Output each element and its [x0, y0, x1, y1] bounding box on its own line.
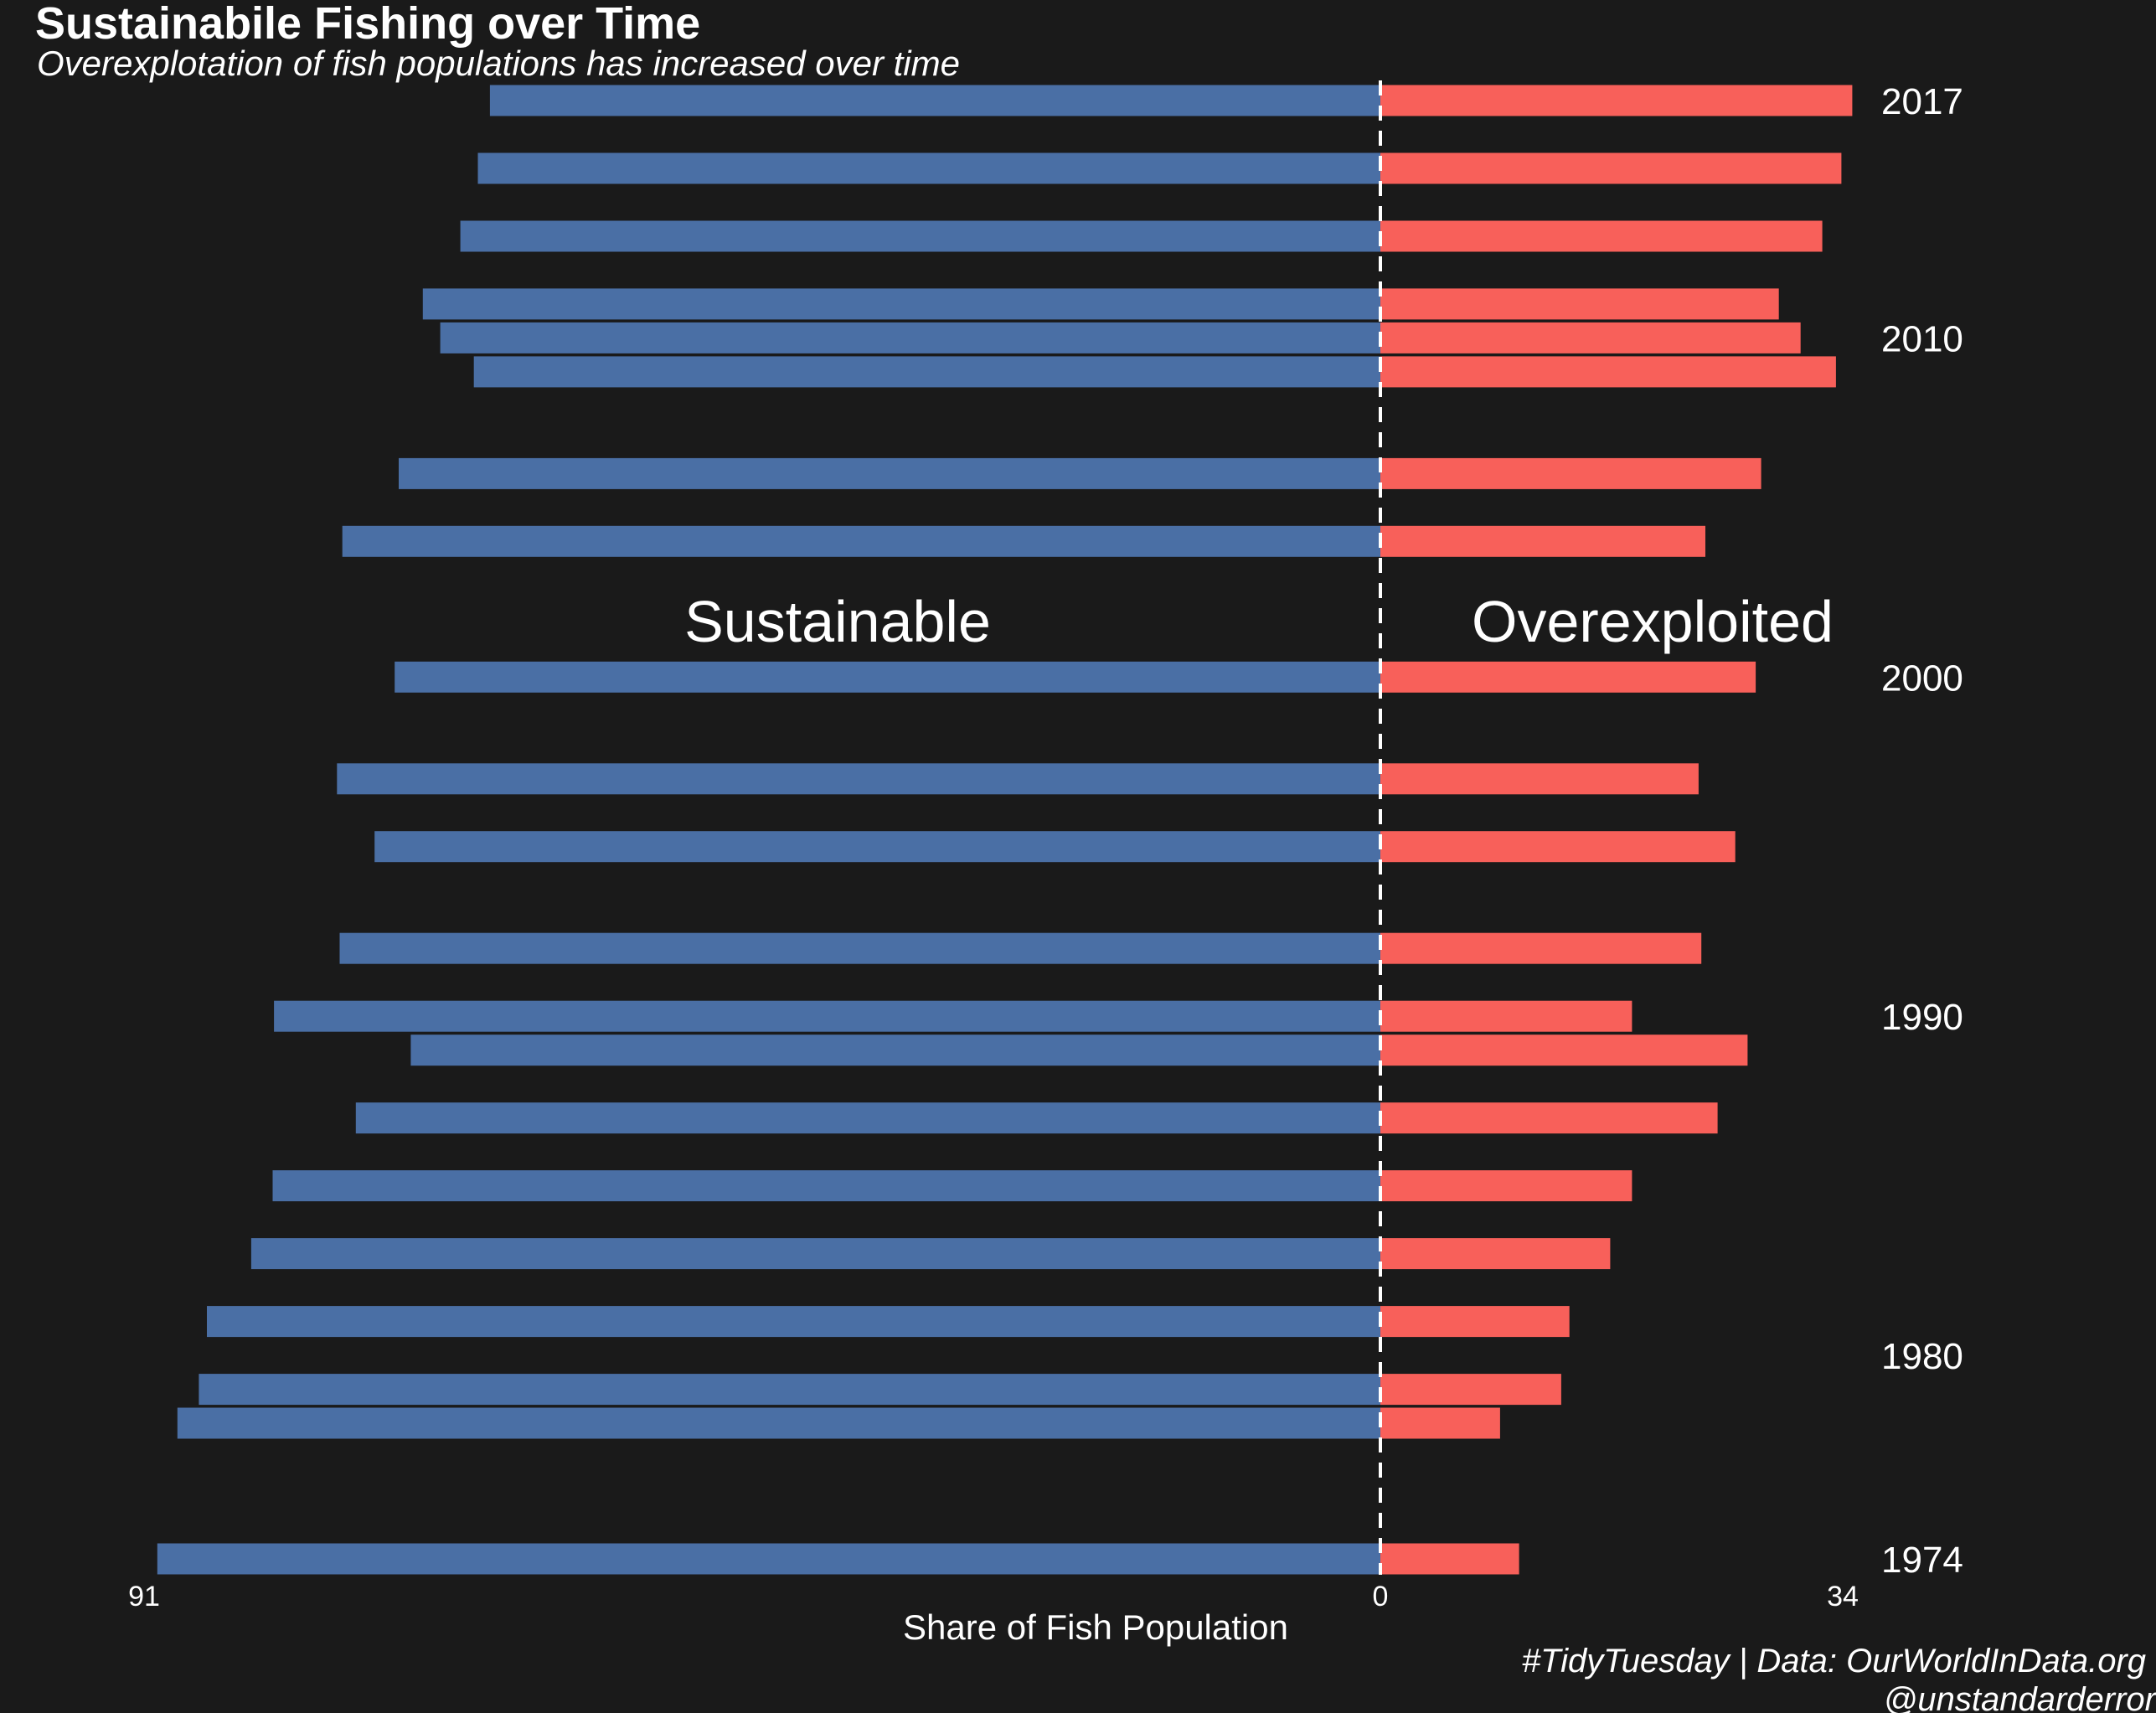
bar-sustainable-2013 [460, 220, 1380, 252]
x-tick-label-left: 91 [128, 1581, 160, 1612]
bar-overexploited-1990 [1380, 1000, 1632, 1032]
bar-sustainable-2017 [489, 85, 1380, 116]
bar-overexploited-2004 [1380, 525, 1705, 557]
bar-sustainable-1990 [274, 1000, 1381, 1032]
bar-sustainable-1974 [157, 1543, 1380, 1575]
bar-sustainable-2006 [399, 457, 1380, 489]
bar-overexploited-2009 [1380, 356, 1836, 388]
bar-overexploited-1979 [1380, 1374, 1561, 1406]
bar-overexploited-2000 [1380, 661, 1756, 693]
overexploited-bars [1380, 85, 1853, 1575]
caption-source: #TidyTuesday | Data: OurWorldInData.org [1522, 1643, 2146, 1679]
bar-overexploited-1981 [1380, 1306, 1570, 1338]
x-tick-label-right: 34 [1827, 1581, 1859, 1612]
bar-overexploited-1997 [1380, 763, 1699, 795]
bar-overexploited-2017 [1380, 85, 1853, 116]
bar-sustainable-2011 [422, 288, 1380, 320]
bar-sustainable-1979 [199, 1374, 1380, 1406]
bar-overexploited-1989 [1380, 1035, 1748, 1066]
bar-sustainable-1981 [207, 1306, 1380, 1338]
bar-sustainable-1983 [250, 1238, 1380, 1270]
bar-overexploited-2006 [1380, 457, 1761, 489]
bar-sustainable-2009 [473, 356, 1381, 388]
year-tick-1990: 1990 [1881, 997, 1963, 1038]
annotation-overexploited: Overexploited [1472, 589, 1834, 654]
sustainable-bars [157, 85, 1381, 1575]
bar-overexploited-1974 [1380, 1543, 1519, 1575]
caption-author: @unstandarderror [1884, 1681, 2156, 1713]
bar-sustainable-1985 [272, 1170, 1380, 1202]
x-tick-label-zero: 0 [1373, 1581, 1389, 1612]
bar-overexploited-1992 [1380, 932, 1702, 964]
bar-overexploited-1978 [1380, 1407, 1500, 1439]
annotation-sustainable: Sustainable [684, 589, 991, 654]
bar-overexploited-2013 [1380, 220, 1823, 252]
chart-subtitle: Overexplotation of fish populations has … [37, 44, 960, 83]
bar-sustainable-2000 [395, 661, 1381, 693]
year-tick-2017: 2017 [1881, 81, 1963, 122]
bar-sustainable-1989 [410, 1035, 1380, 1066]
year-tick-2000: 2000 [1881, 658, 1963, 699]
year-tick-1974: 1974 [1881, 1540, 1963, 1581]
bar-sustainable-1987 [355, 1102, 1380, 1134]
bar-sustainable-1997 [337, 763, 1380, 795]
bar-overexploited-2011 [1380, 288, 1779, 320]
bar-overexploited-2010 [1380, 322, 1801, 353]
bar-sustainable-2015 [477, 152, 1380, 184]
bar-sustainable-2004 [342, 525, 1381, 557]
bar-overexploited-1995 [1380, 831, 1736, 863]
bar-sustainable-2010 [440, 322, 1380, 353]
year-tick-1980: 1980 [1881, 1336, 1963, 1377]
x-axis-label: Share of Fish Population [903, 1607, 1288, 1647]
bar-overexploited-2015 [1380, 152, 1842, 184]
chart-title: Sustainabile Fishing over Time [35, 0, 700, 49]
bar-overexploited-1983 [1380, 1238, 1611, 1270]
bar-sustainable-1995 [374, 831, 1381, 863]
bar-sustainable-1992 [339, 932, 1380, 964]
bar-overexploited-1985 [1380, 1170, 1632, 1202]
bar-sustainable-1978 [177, 1407, 1380, 1439]
year-tick-labels: 2017 2010 2000 1990 1980 1974 [1881, 81, 1963, 1581]
bar-overexploited-1987 [1380, 1102, 1718, 1134]
year-tick-2010: 2010 [1881, 318, 1963, 359]
